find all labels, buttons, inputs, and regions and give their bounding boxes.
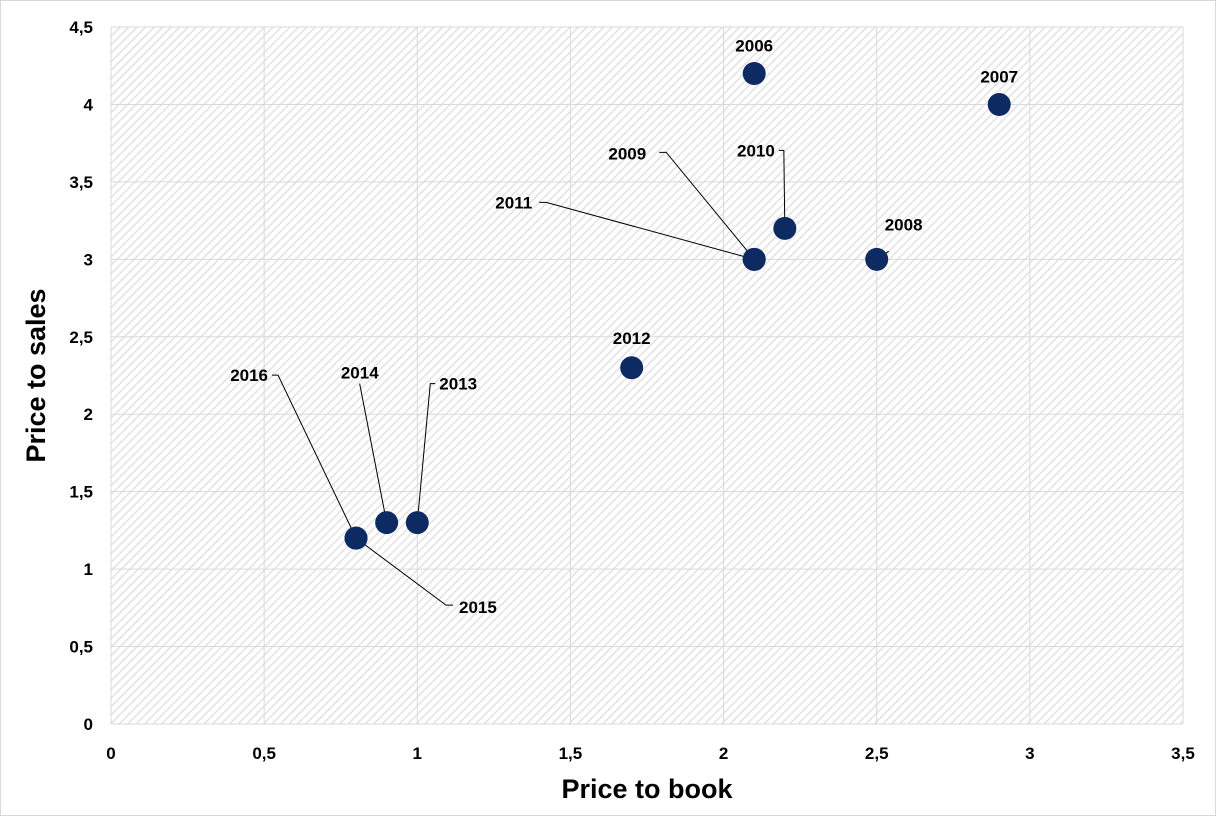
leader-line: [539, 201, 755, 260]
data-points: [344, 61, 1011, 550]
leader-line: [272, 374, 357, 539]
y-tick-label: 3,5: [69, 173, 93, 192]
data-point: [375, 511, 399, 535]
y-tick-label: 2,5: [69, 328, 93, 347]
point-label: 2009: [608, 144, 646, 163]
data-point: [742, 61, 766, 85]
leader-line: [659, 151, 755, 260]
point-label: 2014: [341, 364, 379, 383]
data-point: [773, 216, 797, 240]
y-tick-label: 3: [84, 250, 93, 269]
point-label: 2011: [495, 193, 532, 212]
point-label: 2010: [737, 141, 775, 160]
y-tick-label: 4,5: [69, 18, 93, 37]
y-tick-label: 0,5: [69, 638, 93, 657]
x-tick-label: 1: [413, 744, 422, 763]
tick-labels: 0 0,5 1 1,5 2 2,5 3 3,5 0 0,5 1 1,5 2 2,5 3 3,5 4 4,5: [69, 18, 1194, 763]
point-label: 2015: [459, 598, 497, 617]
x-tick-label: 2,5: [865, 744, 889, 763]
data-point: [742, 247, 766, 271]
x-tick-label: 3: [1025, 744, 1034, 763]
x-tick-label: 0,5: [252, 744, 276, 763]
data-point: [987, 92, 1011, 116]
x-tick-label: 1,5: [559, 744, 583, 763]
y-tick-label: 1: [84, 560, 93, 579]
leader-line: [778, 149, 786, 229]
point-labels: 2006 2007 2008 2009 2010 2011 2012 2013 2014 2015…: [230, 36, 1018, 617]
point-label: 2012: [613, 329, 651, 348]
leader-line: [355, 537, 454, 606]
leader-line: [416, 383, 436, 523]
x-tick-label: 0: [106, 744, 115, 763]
data-point: [344, 526, 368, 550]
x-tick-label: 2: [719, 744, 728, 763]
point-label: 2006: [735, 36, 773, 55]
point-label: 2007: [980, 67, 1018, 86]
y-tick-label: 4: [84, 95, 94, 114]
y-tick-label: 0: [84, 715, 93, 734]
leader-line: [359, 383, 388, 523]
data-point: [405, 511, 429, 535]
y-tick-label: 2: [84, 405, 93, 424]
gridlines: [110, 26, 1184, 725]
y-axis-title: Price to sales: [21, 288, 51, 462]
point-label: 2008: [885, 215, 923, 234]
plot-area: [111, 27, 1183, 724]
leader-lines: [272, 149, 889, 606]
x-axis-title: Price to book: [561, 774, 733, 804]
x-tick-label: 3,5: [1171, 744, 1195, 763]
point-label: 2013: [439, 375, 477, 394]
data-point: [620, 356, 644, 380]
data-point: [865, 247, 889, 271]
y-tick-label: 1,5: [69, 483, 93, 502]
point-label: 2016: [230, 366, 268, 385]
